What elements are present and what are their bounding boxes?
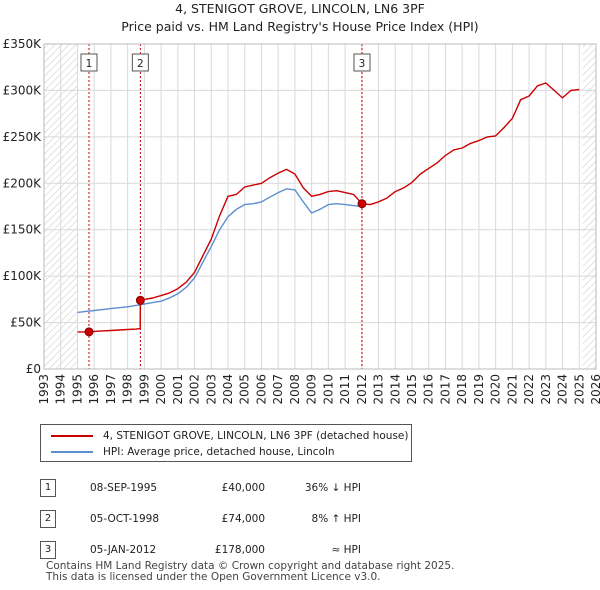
legend-item-hpi: HPI: Average price, detached house, Linc… (51, 444, 335, 460)
x-tick-label: 2017 (438, 374, 452, 405)
transaction-date: 08-SEP-1995 (90, 481, 158, 494)
x-tick-label: 1998 (121, 374, 135, 405)
x-tick-label: 2018 (455, 374, 469, 405)
x-tick-label: 2010 (321, 374, 335, 405)
x-tick-label: 2011 (338, 374, 352, 405)
x-tick-label: 2002 (188, 374, 202, 405)
series-line-hpi (77, 188, 362, 314)
x-tick-label: 2005 (238, 374, 252, 405)
x-tick-label: 2007 (271, 374, 285, 405)
x-tick-label: 2016 (422, 374, 436, 405)
x-tick-label: 2003 (204, 374, 218, 405)
sale-point (135, 295, 145, 305)
y-tick-label: £200K (3, 176, 43, 190)
sale-label-box (80, 53, 98, 72)
x-tick-label: 2004 (221, 374, 235, 405)
x-tick-label: 2022 (522, 374, 536, 405)
y-tick-label: £150K (3, 223, 43, 237)
footer-line-2: This data is licensed under the Open Gov… (46, 571, 381, 583)
transaction-date: 05-JAN-2012 (90, 543, 157, 556)
sale-label-box (353, 53, 371, 72)
x-tick-label: 1999 (137, 374, 151, 405)
x-tick-label: 2026 (589, 374, 600, 405)
x-tick-label: 2023 (539, 374, 553, 405)
y-tick-label: £350K (3, 37, 43, 51)
hatched-region (582, 44, 596, 369)
x-tick-label: 2015 (405, 374, 419, 405)
transaction-hpi: ≈ HPI (331, 543, 361, 556)
x-tick-label: 2014 (388, 374, 402, 405)
table-row: 2 05-OCT-1998 £74,000 8% ↑ HPI (40, 503, 361, 534)
x-tick-label: 2001 (171, 374, 185, 405)
x-tick-label: 2008 (288, 374, 302, 405)
y-tick-label: £250K (3, 130, 43, 144)
x-tick-label: 1995 (70, 374, 84, 405)
x-tick-label: 2020 (489, 374, 503, 405)
sale-point (357, 199, 367, 209)
transaction-number: 2 (40, 509, 56, 528)
transaction-date: 05-OCT-1998 (90, 512, 159, 525)
y-tick-label: £0 (26, 362, 41, 376)
x-tick-label: 2019 (472, 374, 486, 405)
chart-legend: 4, STENIGOT GROVE, LINCOLN, LN6 3PF (det… (40, 424, 412, 462)
x-tick-label: 2021 (505, 374, 519, 405)
transaction-hpi: 36% ↓ HPI (304, 481, 361, 494)
transaction-price: £40,000 (221, 481, 265, 494)
plot-frame (43, 43, 597, 370)
table-row: 3 05-JAN-2012 £178,000 ≈ HPI (40, 534, 361, 565)
footer-notice: Contains HM Land Registry data © Crown c… (46, 561, 454, 583)
legend-swatch-property (51, 435, 93, 437)
x-tick-label: 2024 (556, 374, 570, 405)
x-tick-label: 1997 (104, 374, 118, 405)
y-tick-label: £300K (3, 83, 43, 97)
chart-title: 4, STENIGOT GROVE, LINCOLN, LN6 3PF (175, 1, 425, 16)
transaction-number: 3 (40, 540, 56, 559)
legend-label-property: 4, STENIGOT GROVE, LINCOLN, LN6 3PF (det… (103, 430, 409, 442)
sale-label: 2 (137, 58, 144, 70)
x-tick-label: 2009 (305, 374, 319, 405)
transaction-price: £178,000 (214, 543, 265, 556)
legend-label-hpi: HPI: Average price, detached house, Linc… (103, 446, 335, 458)
y-tick-label: £50K (10, 316, 42, 330)
y-tick-label: £100K (3, 269, 43, 283)
x-tick-label: 2006 (254, 374, 268, 405)
legend-swatch-hpi (51, 451, 93, 453)
transactions-table: 1 08-SEP-1995 £40,000 36% ↓ HPI 2 05-OCT… (40, 472, 361, 565)
x-tick-label: 1996 (87, 374, 101, 405)
sale-label: 1 (86, 58, 93, 70)
transaction-number: 1 (40, 478, 56, 497)
x-tick-label: 1994 (54, 374, 68, 405)
sale-label-box (131, 53, 149, 72)
x-tick-label: 1993 (37, 374, 51, 405)
sale-point (84, 327, 94, 337)
chart-subtitle: Price paid vs. HM Land Registry's House … (121, 19, 478, 34)
price-chart: 4, STENIGOT GROVE, LINCOLN, LN6 3PF Pric… (3, 1, 600, 405)
transaction-hpi: 8% ↑ HPI (311, 512, 361, 525)
x-tick-label: 2013 (372, 374, 386, 405)
footer-line-1: Contains HM Land Registry data © Crown c… (46, 560, 455, 572)
legend-item-property: 4, STENIGOT GROVE, LINCOLN, LN6 3PF (det… (51, 428, 409, 444)
sale-label: 3 (359, 58, 366, 70)
x-tick-label: 2000 (154, 374, 168, 405)
x-tick-label: 2012 (355, 374, 369, 405)
transaction-price: £74,000 (221, 512, 265, 525)
series-line-property (77, 82, 580, 333)
table-row: 1 08-SEP-1995 £40,000 36% ↓ HPI (40, 472, 361, 503)
x-tick-label: 2025 (572, 374, 586, 405)
